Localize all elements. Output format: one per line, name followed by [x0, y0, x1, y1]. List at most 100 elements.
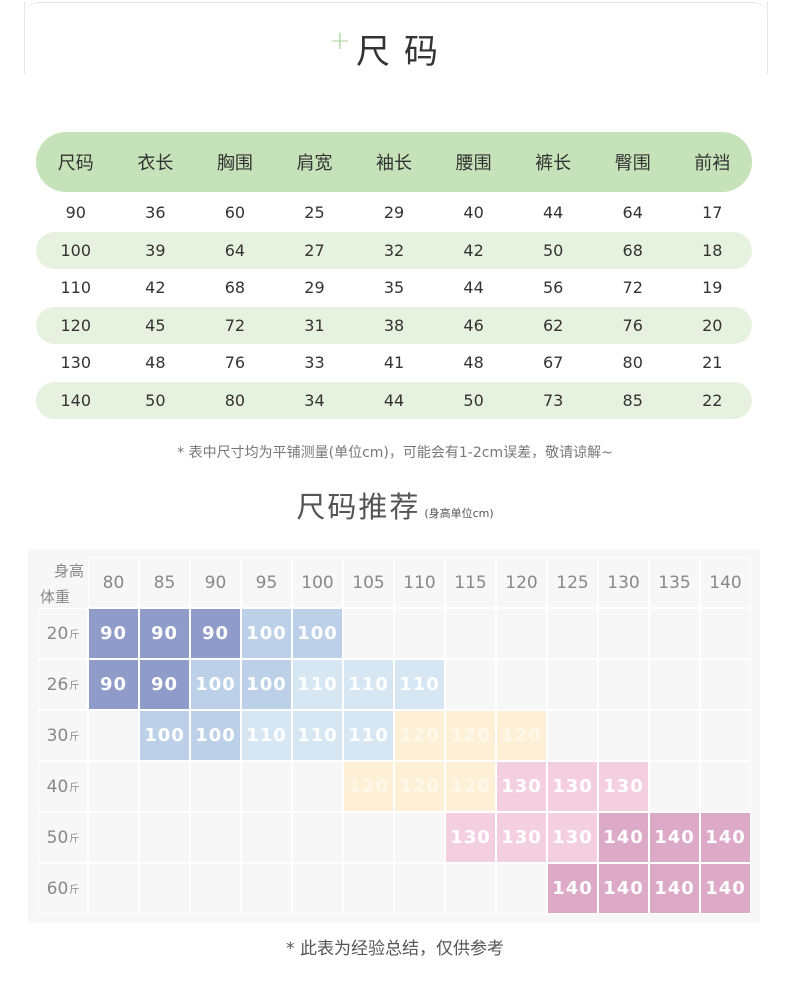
- table-cell: 67: [542, 353, 564, 373]
- height-header: 135: [649, 557, 700, 608]
- size-recommend-cell: 110: [292, 659, 343, 710]
- size-recommend-cell: 120: [496, 710, 547, 761]
- size-recommend-cell: 130: [445, 812, 496, 863]
- table-cell: 25: [304, 203, 325, 222]
- size-recommend-cell: 140: [649, 812, 700, 863]
- column-header: 前裆: [694, 153, 731, 174]
- table-cell: 41: [383, 353, 405, 373]
- table-cell: 68: [224, 278, 246, 298]
- size-recommend-cell: 90: [139, 608, 190, 659]
- empty-cell: [598, 710, 649, 761]
- size-recommend-cell: 90: [139, 659, 190, 710]
- table-row: 140 50 80 34 44 50 73 85 22: [36, 381, 752, 419]
- weight-label: 40 斤: [38, 761, 88, 812]
- weight-label: 30 斤: [38, 710, 88, 761]
- table-cell: 80: [224, 390, 246, 410]
- size-recommend-cell: 130: [547, 812, 598, 863]
- empty-cell: [649, 659, 700, 710]
- empty-cell: [139, 761, 190, 812]
- table-cell: 100: [60, 240, 92, 260]
- table-cell: 40: [463, 203, 484, 222]
- size-recommend-cell: 140: [598, 812, 649, 863]
- table-cell: 50: [145, 390, 166, 410]
- table-cell: 44: [463, 278, 484, 298]
- size-recommend-cell: 130: [547, 761, 598, 812]
- size-recommend-cell: 120: [445, 710, 496, 761]
- size-recommend-cell: 110: [343, 659, 394, 710]
- table-cell: 44: [542, 203, 564, 222]
- size-recommend-cell: 90: [88, 659, 139, 710]
- table-cell: 46: [463, 315, 484, 335]
- table-cell: 36: [145, 203, 166, 222]
- height-header: 80: [88, 557, 139, 608]
- empty-cell: [88, 812, 139, 863]
- empty-cell: [445, 659, 496, 710]
- corner-height-label: 身高: [54, 562, 85, 580]
- table-cell: 38: [383, 315, 405, 335]
- empty-cell: [547, 659, 598, 710]
- empty-cell: [547, 608, 598, 659]
- height-header: 90: [190, 557, 241, 608]
- size-table-body: 90 36 60 25 29 40 44 64 17 100 39 64 27 32 42 50 68 18 110…: [36, 194, 752, 419]
- empty-cell: [394, 863, 445, 914]
- empty-cell: [343, 863, 394, 914]
- size-recommend-cell: 100: [292, 608, 343, 659]
- table-cell: 62: [542, 315, 564, 335]
- table-cell: 50: [542, 240, 564, 260]
- table-cell: 42: [145, 278, 166, 298]
- table-cell: 17: [702, 203, 723, 222]
- plus-icon: +: [329, 26, 351, 56]
- header-card: [24, 2, 768, 74]
- empty-cell: [598, 608, 649, 659]
- size-recommend-cell: 120: [445, 761, 496, 812]
- recommend-title-sub: (身高单位cm): [424, 507, 494, 520]
- table-cell: 27: [304, 240, 325, 260]
- table-cell: 45: [145, 315, 166, 335]
- recommend-title-main: 尺码推荐: [296, 490, 421, 524]
- empty-cell: [394, 812, 445, 863]
- empty-cell: [598, 659, 649, 710]
- empty-cell: [190, 863, 241, 914]
- table-row: 110 42 68 29 35 44 56 72 19: [36, 269, 752, 306]
- empty-cell: [241, 812, 292, 863]
- empty-cell: [292, 863, 343, 914]
- size-recommend-cell: 130: [496, 761, 547, 812]
- table-cell: 60: [224, 203, 246, 222]
- page-title: 尺码: [356, 32, 452, 72]
- table-cell: 130: [60, 353, 92, 373]
- size-recommend-cell: 120: [394, 761, 445, 812]
- empty-cell: [139, 863, 190, 914]
- table-row: 100 39 64 27 32 42 50 68 18: [36, 231, 752, 269]
- table-cell: 140: [60, 390, 92, 410]
- height-header: 110: [394, 557, 445, 608]
- size-recommend-cell: 90: [88, 608, 139, 659]
- size-recommend-cell: 130: [496, 812, 547, 863]
- height-header: 125: [547, 557, 598, 608]
- height-header: 130: [598, 557, 649, 608]
- size-recommend-cell: 130: [598, 761, 649, 812]
- size-recommend-cell: 140: [547, 863, 598, 914]
- empty-cell: [700, 608, 751, 659]
- size-table-header: 尺码 衣长 胸围 肩宽 袖长 腰围 裤长 臀围 前裆: [36, 132, 752, 192]
- table-cell: 39: [145, 240, 166, 260]
- size-recommend-cell: 120: [343, 761, 394, 812]
- table-cell: 50: [463, 390, 484, 410]
- height-header: 100: [292, 557, 343, 608]
- empty-cell: [292, 761, 343, 812]
- empty-cell: [649, 761, 700, 812]
- table-cell: 29: [383, 203, 405, 222]
- empty-cell: [343, 812, 394, 863]
- table-cell: 85: [622, 390, 643, 410]
- size-recommend-cell: 140: [649, 863, 700, 914]
- summary-note: * 此表为经验总结，仅供参考: [286, 939, 504, 959]
- table-cell: 48: [463, 353, 484, 373]
- table-row: 130 48 76 33 41 48 67 80 21: [36, 344, 752, 381]
- column-header: 肩宽: [296, 153, 333, 174]
- size-recommend-cell: 110: [241, 710, 292, 761]
- table-cell: 31: [304, 315, 325, 335]
- recommend-grid: 身高 体重 80 85 90 95 100 105 110 115 120 125 130 135 140 2…: [28, 549, 760, 923]
- table-cell: 42: [463, 240, 484, 260]
- empty-cell: [88, 863, 139, 914]
- empty-cell: [394, 608, 445, 659]
- column-header: 臀围: [614, 153, 651, 174]
